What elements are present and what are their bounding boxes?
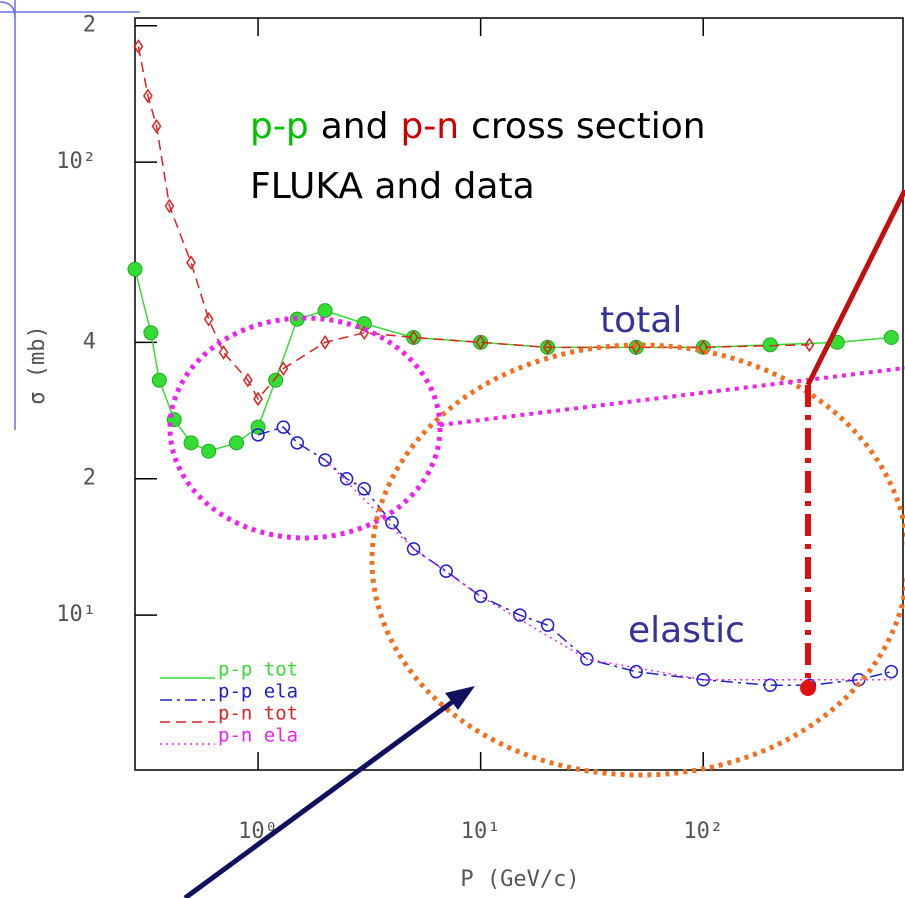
plot-frame	[134, 17, 904, 771]
legend-label: p-p ela	[218, 681, 298, 703]
data-point	[253, 391, 263, 407]
data-point	[473, 589, 488, 604]
y-tick-label: 10¹	[56, 602, 96, 627]
data-point	[698, 339, 709, 355]
title-line2: FLUKA and data	[250, 166, 535, 207]
plot-area	[127, 18, 899, 770]
y-axis-label: σ (mb)	[25, 325, 50, 404]
data-point	[884, 664, 899, 679]
y-tick-label: 2	[83, 466, 96, 491]
annotation-elastic: elastic	[628, 610, 745, 651]
title-part: cross section	[471, 106, 705, 147]
y-tick-label: 10²	[56, 149, 96, 174]
data-point	[513, 608, 527, 622]
data-point	[339, 471, 354, 486]
legend-label: p-p tot	[218, 659, 298, 681]
data-point	[356, 316, 372, 332]
title-part: and	[321, 106, 389, 147]
data-point	[242, 372, 253, 388]
annotation-total: total	[600, 300, 682, 341]
data-point	[804, 337, 815, 353]
data-point	[762, 337, 778, 353]
data-point	[276, 420, 291, 434]
window-frame	[0, 0, 140, 430]
data-point	[385, 515, 399, 530]
data-point	[218, 345, 229, 360]
data-point	[696, 672, 710, 687]
data-point	[127, 261, 143, 277]
title-line1: p-p and p-n cross section	[250, 106, 706, 147]
y-tick-label: 2	[83, 13, 96, 38]
data-point	[580, 652, 594, 666]
x-axis-label: P (GeV/c)	[460, 867, 579, 892]
data-point	[143, 88, 153, 104]
title-part: p-n	[400, 106, 459, 147]
data-point	[201, 443, 217, 459]
data-point	[133, 39, 144, 54]
data-point	[151, 118, 162, 134]
series-line	[324, 459, 892, 681]
data-point	[629, 664, 643, 679]
data-point	[883, 329, 899, 345]
legend-label: p-n ela	[218, 725, 298, 747]
y-tick-label: 4	[83, 329, 96, 354]
data-point	[317, 303, 333, 319]
x-tick-label: 10⁰	[238, 819, 278, 844]
data-point	[268, 372, 284, 388]
data-point	[408, 330, 419, 345]
data-point	[164, 198, 175, 214]
data-point	[542, 339, 553, 355]
series-line	[134, 269, 892, 453]
x-tick-label: 10²	[683, 819, 723, 844]
data-point	[406, 542, 421, 556]
x-tick-label: 10¹	[461, 819, 501, 844]
data-point	[357, 482, 371, 496]
data-point	[439, 564, 453, 578]
series-line	[137, 46, 810, 401]
data-point	[151, 372, 167, 388]
title-part: p-p	[250, 106, 309, 147]
data-point	[186, 255, 196, 270]
data-point	[251, 428, 265, 442]
data-point	[143, 325, 159, 341]
series-line	[257, 426, 892, 686]
data-point	[228, 435, 244, 451]
data-point	[540, 618, 555, 632]
legend-label: p-n tot	[218, 703, 298, 725]
data-point	[203, 311, 214, 327]
data-point	[475, 334, 486, 350]
overlays	[167, 188, 905, 898]
data-point	[318, 453, 332, 467]
data-point	[320, 334, 330, 350]
data-point	[278, 361, 289, 376]
data-point	[290, 436, 304, 450]
data-point	[183, 435, 199, 451]
